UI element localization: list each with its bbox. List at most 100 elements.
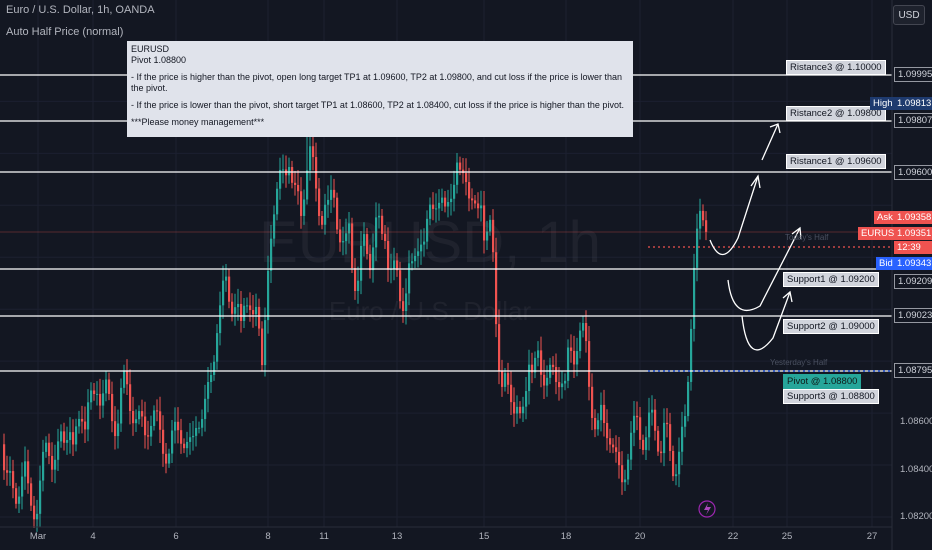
candle-body: [219, 305, 222, 334]
candle-body: [180, 430, 183, 444]
candle-body: [270, 238, 273, 271]
candle-body: [489, 219, 492, 232]
price-tick: 1.08600: [900, 416, 932, 427]
candle-body: [327, 199, 330, 205]
support3-label[interactable]: Support3 @ 1.08800: [783, 389, 879, 404]
candle-body: [582, 323, 585, 331]
last-price: 1.09351: [894, 227, 932, 240]
candle-body: [402, 301, 405, 311]
candle-body: [177, 421, 180, 431]
ask-tag: Ask: [874, 211, 896, 224]
candle-body: [123, 371, 126, 388]
candle-body: [237, 303, 240, 308]
indicator-label[interactable]: Auto Half Price (normal): [6, 26, 124, 38]
candle-body: [540, 350, 543, 375]
bid-value: 1.09343: [894, 257, 932, 270]
candle-body: [156, 410, 159, 412]
note-pivot: Pivot 1.08800: [131, 55, 187, 65]
candle-body: [195, 427, 198, 436]
candle-body: [684, 416, 687, 427]
candle-body: [183, 443, 186, 449]
candle-body: [438, 202, 441, 209]
candle-body: [174, 421, 177, 431]
candle-body: [621, 465, 624, 483]
resistance2-label[interactable]: Ristance2 @ 1.09800: [786, 106, 886, 121]
candle-body: [471, 198, 474, 201]
candle-body: [396, 260, 399, 271]
pivot-label[interactable]: Pivot @ 1.08800: [783, 374, 862, 389]
candles: [3, 118, 708, 532]
candle-body: [642, 439, 645, 450]
candle-body: [507, 373, 510, 385]
candle-body: [111, 393, 114, 422]
candle-body: [207, 382, 210, 399]
candle-body: [93, 390, 96, 395]
support2-label[interactable]: Support2 @ 1.09000: [783, 319, 879, 334]
candle-body: [696, 228, 699, 268]
resistance3-label[interactable]: Ristance3 @ 1.10000: [786, 60, 886, 75]
candle-body: [333, 189, 336, 198]
candle-body: [144, 416, 147, 436]
support1-label[interactable]: Support1 @ 1.09200: [783, 272, 879, 287]
candle-body: [192, 435, 195, 438]
candle-body: [405, 293, 408, 311]
candle-body: [9, 471, 12, 473]
candle-body: [561, 383, 564, 388]
candle-body: [297, 184, 300, 192]
candle-body: [3, 444, 6, 471]
candle-body: [69, 432, 72, 441]
price-label-s2: 1.09023: [894, 308, 932, 323]
up-arrow: [761, 123, 779, 161]
candle-body: [261, 328, 264, 366]
drawings: [698, 123, 802, 518]
arrow-head: [791, 226, 802, 240]
candle-body: [246, 305, 249, 307]
candle-body: [120, 387, 123, 424]
candle-body: [153, 410, 156, 426]
symbol-tag: EURUSD: [858, 227, 905, 240]
candle-body: [348, 223, 351, 234]
candle-body: [504, 373, 507, 387]
candle-body: [336, 197, 339, 230]
candle-body: [669, 424, 672, 451]
candle-body: [615, 447, 618, 452]
candle-body: [342, 241, 345, 243]
candle-body: [591, 386, 594, 418]
candle-body: [51, 455, 54, 470]
candle-body: [702, 210, 705, 221]
candle-body: [387, 240, 390, 270]
candle-body: [579, 330, 582, 352]
candle-body: [564, 380, 567, 384]
candle-body: [375, 217, 378, 248]
time-tick: 22: [727, 531, 739, 542]
candle-body: [213, 361, 216, 375]
candle-body: [351, 223, 354, 268]
yesterdays-half-label: Yesterday's Half: [770, 358, 828, 367]
candle-body: [585, 323, 588, 342]
time-tick: Mar: [29, 531, 47, 542]
candle-body: [321, 215, 324, 225]
candle-body: [288, 167, 291, 176]
candle-body: [159, 411, 162, 430]
resistance1-label[interactable]: Ristance1 @ 1.09600: [786, 154, 886, 169]
up-path-arrow: [709, 175, 759, 256]
candle-body: [324, 204, 327, 225]
time-tick: 13: [391, 531, 403, 542]
candle-body: [264, 320, 267, 366]
candle-body: [636, 415, 639, 418]
candle-body: [645, 437, 648, 450]
currency-button[interactable]: USD: [893, 5, 925, 25]
candle-body: [501, 370, 504, 387]
candle-body: [399, 270, 402, 302]
analysis-note[interactable]: EURUSD Pivot 1.08800 - If the price is h…: [127, 41, 633, 137]
candle-body: [369, 253, 372, 271]
price-label-r3: 1.09995: [894, 67, 932, 82]
candle-body: [129, 384, 132, 411]
candle-body: [498, 324, 501, 371]
candle-body: [486, 231, 489, 241]
chart-title: Euro / U.S. Dollar, 1h, OANDA: [6, 4, 155, 16]
candle-body: [225, 276, 228, 281]
candle-body: [15, 488, 18, 504]
